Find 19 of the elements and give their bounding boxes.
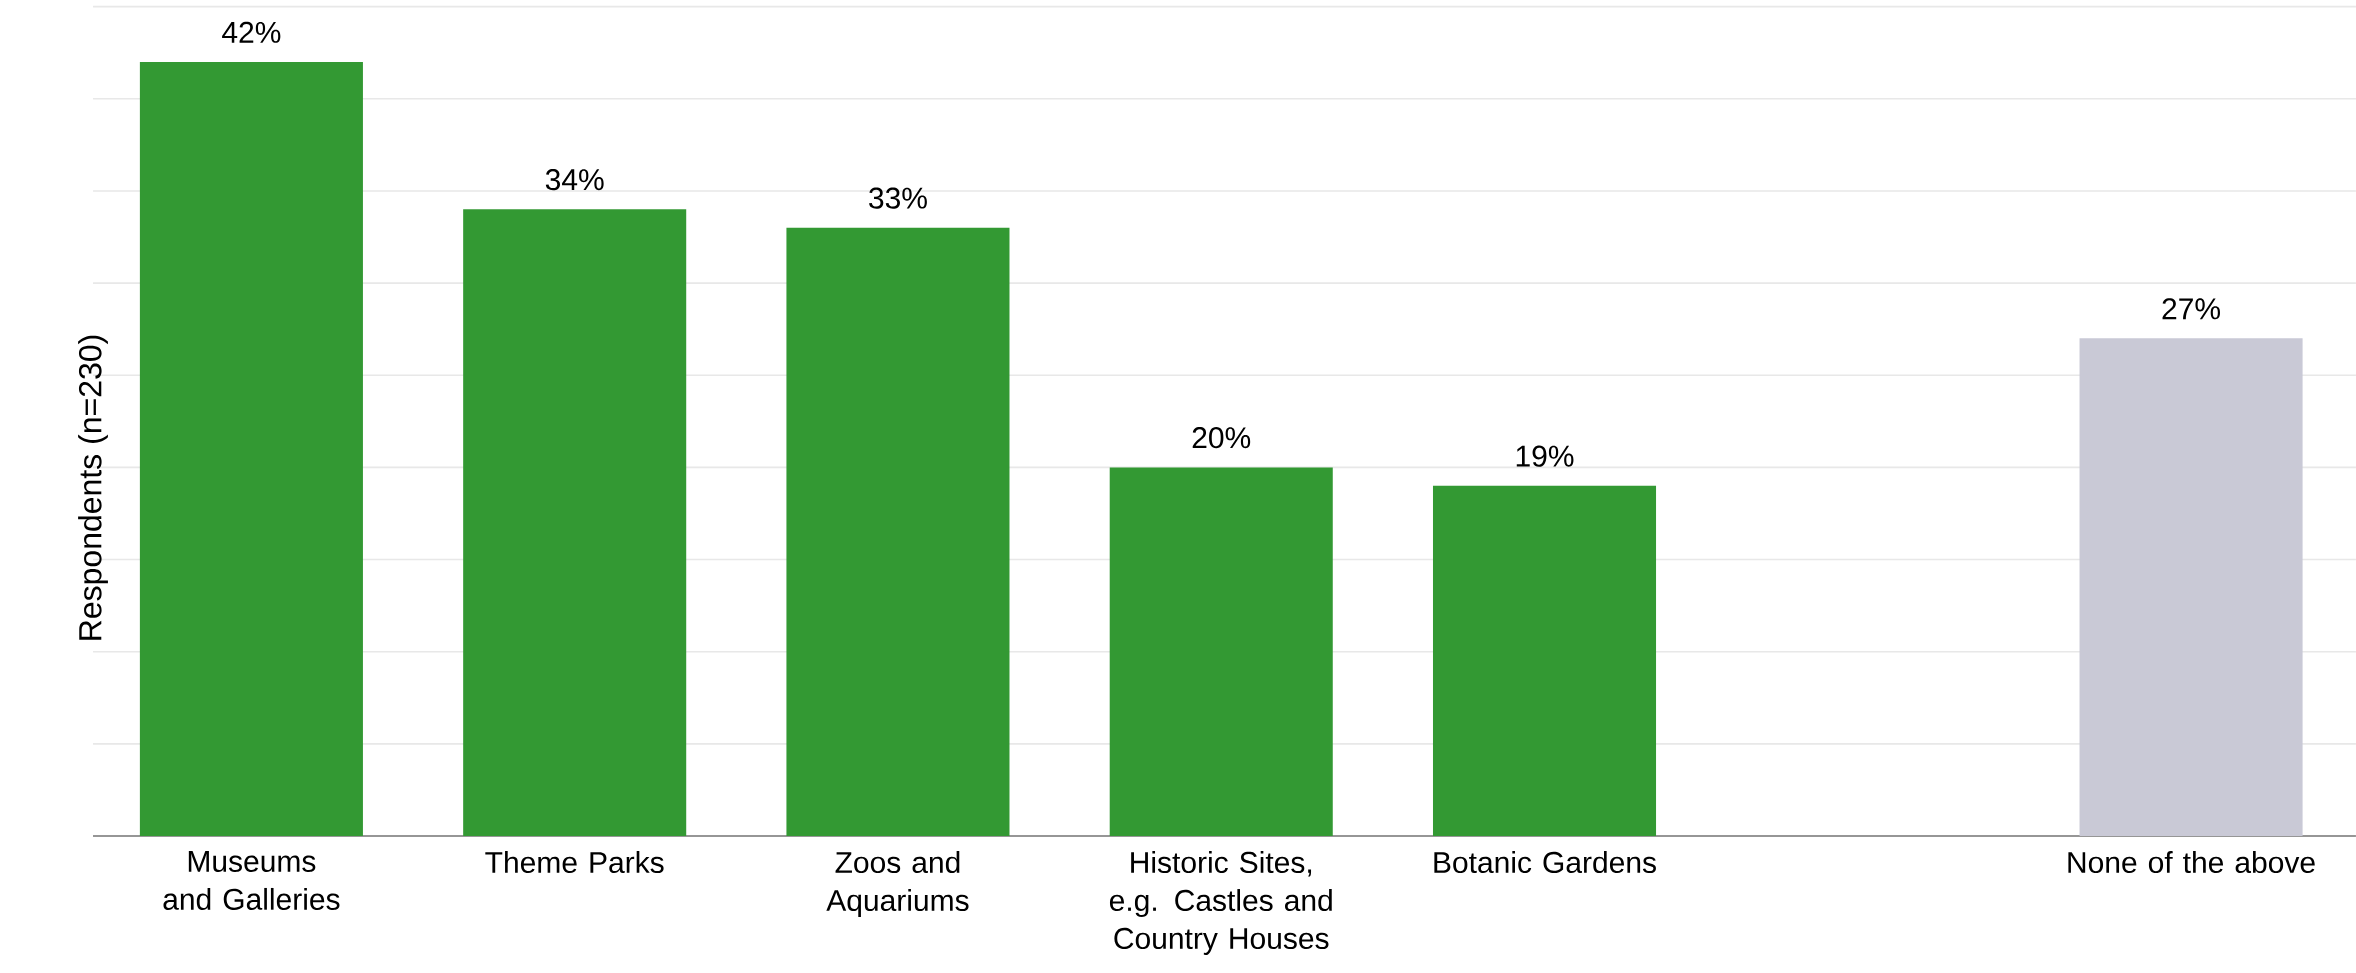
bar [463, 209, 687, 836]
x-tick-label: Zoos and Aquariums [826, 851, 969, 917]
data-label: 33% [869, 187, 927, 209]
bar [139, 61, 363, 836]
data-label: 42% [222, 21, 281, 43]
bar [786, 227, 1010, 836]
data-label: 27% [2162, 298, 2220, 320]
x-tick-label: None of the above [2068, 851, 2315, 874]
x-tick-label: Historic Sites, e.g. Castles and Country Houses [1109, 851, 1332, 955]
bar [1432, 485, 1657, 836]
data-label: 19% [1516, 445, 1574, 467]
bar [2079, 338, 2303, 836]
y-axis-title: Respondents (n=230) [78, 335, 108, 640]
x-tick-label: Theme Parks [485, 851, 664, 874]
x-tick-label: Botanic Gardens [1434, 851, 1656, 874]
x-tick-label: Museums and Galleries [163, 851, 340, 910]
bar [1109, 467, 1333, 836]
data-label: 34% [545, 169, 604, 191]
data-label: 20% [1192, 427, 1251, 449]
